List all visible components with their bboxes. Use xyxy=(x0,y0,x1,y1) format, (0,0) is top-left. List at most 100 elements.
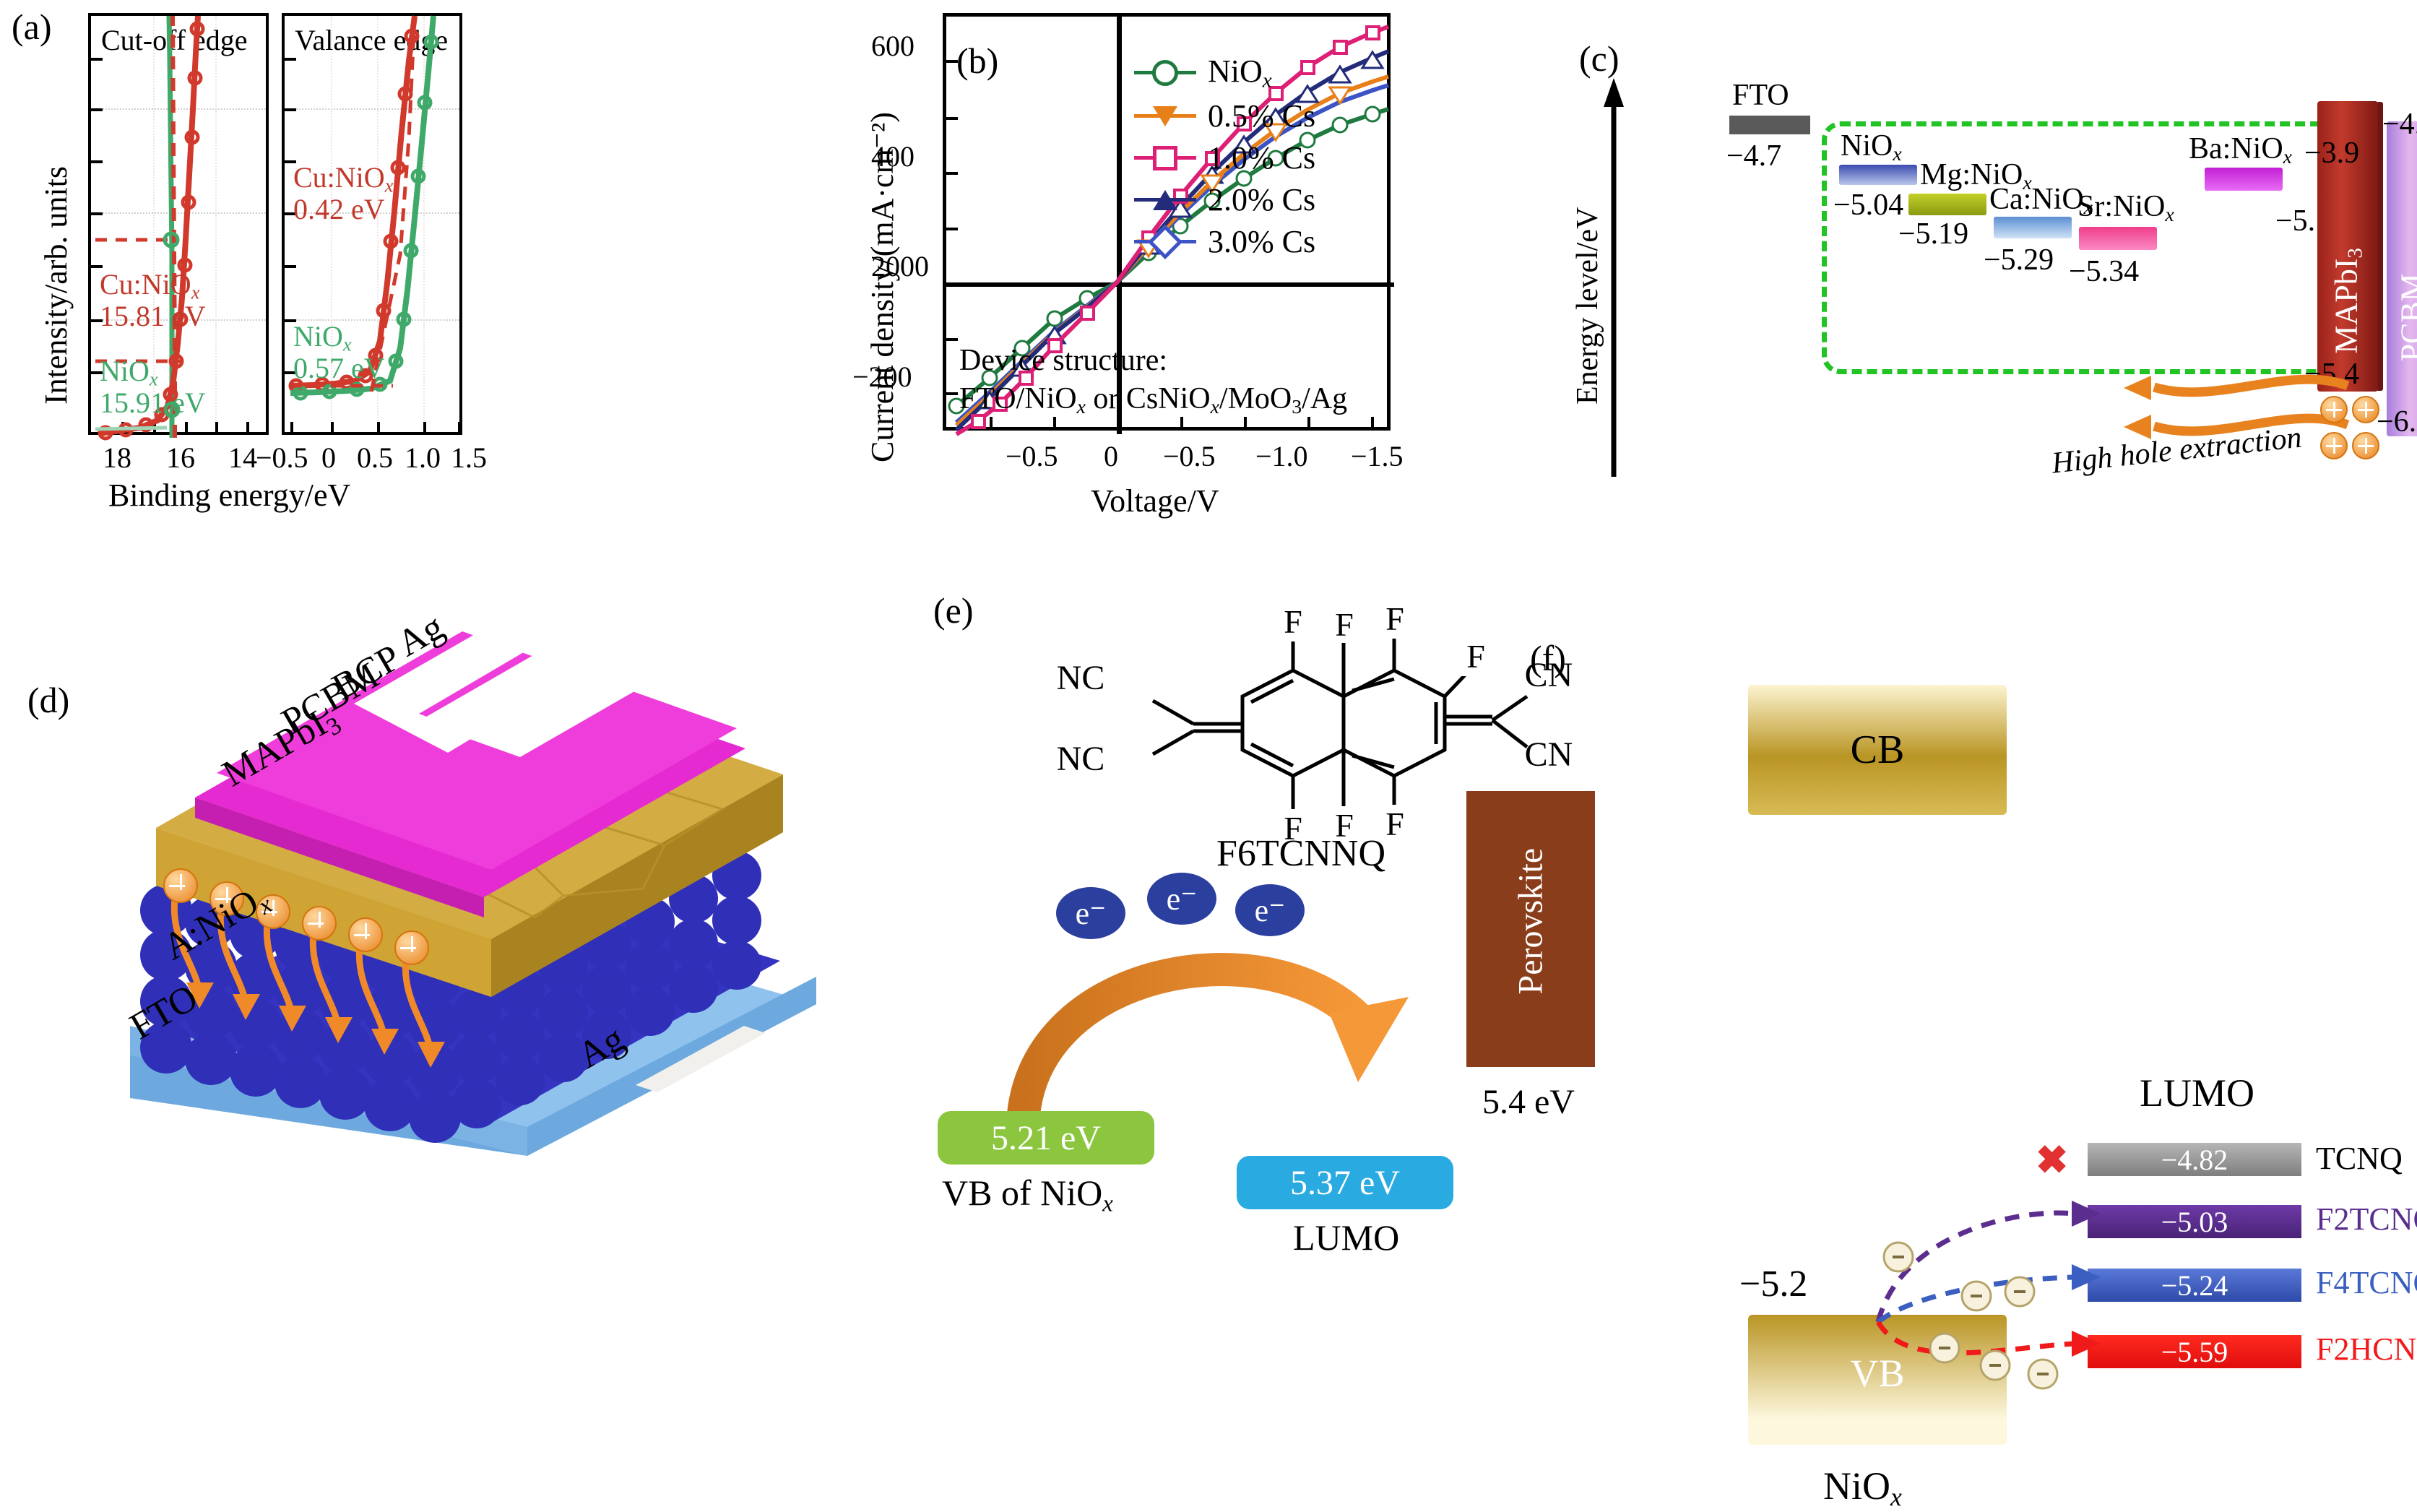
electron-dots xyxy=(1835,1221,2138,1438)
ca-niox-level-bar xyxy=(1994,217,2072,238)
cb-label: CB xyxy=(1748,727,2007,773)
hole-plus-icon xyxy=(163,868,198,903)
panel-b-xtick-3: −1.0 xyxy=(1255,439,1308,473)
lumo-header: LUMO xyxy=(2140,1071,2254,1115)
panel-e: (e) xyxy=(925,578,1531,1156)
panel-a-right-xtick-0: −0.5 xyxy=(256,441,308,475)
panel-b-ytick-0: 600 xyxy=(871,29,915,63)
ba-niox-label: Ba:NiOx xyxy=(2189,131,2292,168)
svg-text:NC: NC xyxy=(1057,740,1105,778)
legend-label: 0.5% Cs xyxy=(1208,98,1315,134)
svg-text:F: F xyxy=(1284,603,1302,640)
panel-c-axis-label: Energy level/eV xyxy=(1570,207,1605,405)
panel-b-xlabel: Voltage/V xyxy=(1091,483,1219,519)
lumo-level-tcnq: −4.82 xyxy=(2088,1143,2301,1176)
sr-niox-value: −5.34 xyxy=(2069,254,2139,289)
sr-niox-level-bar xyxy=(2079,227,2157,250)
panel-a-right-ann1: Cu:NiOx xyxy=(293,160,393,197)
vb-energy-box: 5.21 eV xyxy=(938,1111,1154,1165)
panel-c: (c) Energy level/eV FTO −4.7 NiOx −5.04 … xyxy=(1553,0,2417,506)
panel-a-right-xtick-3: 1.0 xyxy=(405,441,441,475)
hole-plus-icon xyxy=(2320,396,2348,423)
mg-niox-value: −5.19 xyxy=(1898,217,1968,251)
lumo-energy-label: LUMO xyxy=(1293,1217,1399,1258)
niox-label: NiOx xyxy=(1841,129,1902,165)
panel-b-device-note: Device structure: FTO/NiOx or CsNiOx/MoO… xyxy=(959,342,1347,419)
panel-b-xtick-1: 0 xyxy=(1104,439,1118,473)
legend-label: 2.0% Cs xyxy=(1208,181,1315,218)
panel-b-ytick-4: −200 xyxy=(852,360,912,394)
legend-label: NiOx xyxy=(1208,53,1272,92)
pcbm-top-value: −4.2 xyxy=(2382,107,2417,142)
mapbi3-top-value: −3.9 xyxy=(2304,136,2359,170)
electron-transfer-arrow xyxy=(954,889,1502,1134)
panel-b-xtick-2: −0.5 xyxy=(1163,439,1216,473)
panel-a-left-xtick-1: 16 xyxy=(166,441,195,475)
hole-plus-icon xyxy=(2320,432,2348,459)
niox-material-label: NiOx xyxy=(1823,1464,1902,1512)
legend-label: 1.0% Cs xyxy=(1208,139,1315,176)
electron-icon: e⁻ xyxy=(1235,884,1305,936)
lumo-name-f2tcnq: F2TCNQ xyxy=(2316,1201,2417,1237)
panel-f: (f) CB VB −5.2 NiOx LUMO −4.82 TCNQ ✖ −5… xyxy=(1517,571,2417,1159)
pcbm-label: PCBM xyxy=(2394,311,2417,362)
panel-a-left-ann2: NiOx xyxy=(100,354,158,391)
panel-a-tag: (a) xyxy=(12,6,52,48)
svg-text:F: F xyxy=(1335,606,1354,643)
device-note-line1: Device structure: xyxy=(959,342,1347,380)
panel-b: Current density/(mA·cm⁻²) (b) xyxy=(845,0,1495,520)
electron-icon: e⁻ xyxy=(1056,887,1125,939)
legend-item[interactable]: NiOx xyxy=(1134,53,1315,92)
lumo-name-f4tcnq: F4TCNQ xyxy=(2316,1264,2417,1301)
panel-a-right-ann1-value: 0.42 eV xyxy=(293,192,385,226)
panel-b-axes: (b) xyxy=(943,13,1391,431)
mapbi3-label: MAPbI3 xyxy=(2327,293,2367,354)
ca-niox-value: −5.29 xyxy=(1984,243,2054,277)
legend-item[interactable]: 2.0% Cs xyxy=(1134,181,1315,218)
panel-a-right-ann2-value: 0.57 eV xyxy=(293,351,385,385)
hole-plus-icon xyxy=(394,930,429,965)
panel-b-ytick-1: 400 xyxy=(871,139,915,173)
panel-d: (d) xyxy=(14,549,823,1156)
panel-a-right-xtick-1: 0 xyxy=(321,441,336,475)
panel-a-left-ann1: Cu:NiOx xyxy=(100,267,199,304)
panel-a-left-xtick-0: 18 xyxy=(103,441,131,475)
fto-level-bar xyxy=(1729,116,1810,134)
mg-niox-level-bar xyxy=(1908,194,1986,215)
panel-b-ytick-3: 0 xyxy=(915,249,929,283)
vb-energy-label: VB of NiOx xyxy=(942,1172,1113,1217)
panel-e-tag: (e) xyxy=(933,589,974,631)
panel-f-tag: (f) xyxy=(1530,637,1566,679)
legend-item[interactable]: 0.5% Cs xyxy=(1134,98,1315,134)
panel-a-right-axes: Valance edge Cu:NiOx 0.42 eV xyxy=(282,13,462,435)
legend-item[interactable]: 1.0% Cs xyxy=(1134,139,1315,176)
lumo-name-f2hcnq: F2HCNQ xyxy=(2316,1331,2417,1368)
panel-a-right-xtick-2: 0.5 xyxy=(357,441,393,475)
legend-item[interactable]: 3.0% Cs xyxy=(1134,223,1315,260)
panel-a-ylabel: Intensity/arb. units xyxy=(38,166,74,405)
panel-a-left-ann1-value: 15.81 eV xyxy=(100,299,206,333)
fto-label: FTO xyxy=(1732,78,1789,113)
lumo-energy-box: 5.37 eV xyxy=(1237,1156,1453,1209)
svg-text:F: F xyxy=(1385,805,1404,842)
panel-b-ytick-2: 200 xyxy=(871,249,915,283)
panel-a: (a) Intensity/arb. units Cut-off edge xyxy=(0,0,520,506)
molecule-name: F6TCNNQ xyxy=(1216,832,1385,875)
svg-text:NC: NC xyxy=(1057,659,1105,697)
hole-plus-icon xyxy=(348,917,383,952)
legend-label: 3.0% Cs xyxy=(1208,223,1315,260)
electron-icon: e⁻ xyxy=(1147,873,1216,925)
figure-root: (a) Intensity/arb. units Cut-off edge xyxy=(0,0,2417,1159)
panel-a-left-axes: Cut-off edge Cu:NiOx xyxy=(88,13,269,435)
panel-b-xtick-4: −1.5 xyxy=(1351,439,1404,473)
fto-value: −4.7 xyxy=(1726,139,1781,173)
panel-a-right-xtick-4: 1.5 xyxy=(451,441,487,475)
vb-value: −5.2 xyxy=(1739,1263,1807,1305)
panel-b-legend: NiOx 0.5% Cs 1.0% Cs 2.0% Cs 3.0% Cs xyxy=(1134,53,1315,265)
panel-a-left-ann2-value: 15.91 eV xyxy=(100,386,206,420)
blocked-x-icon: ✖ xyxy=(2036,1137,2068,1183)
svg-text:F: F xyxy=(1385,600,1404,637)
niox-value: −5.04 xyxy=(1833,188,1903,223)
panel-a-left-xtick-2: 14 xyxy=(228,441,257,475)
panel-a-right-ann2: NiOx xyxy=(293,319,352,356)
